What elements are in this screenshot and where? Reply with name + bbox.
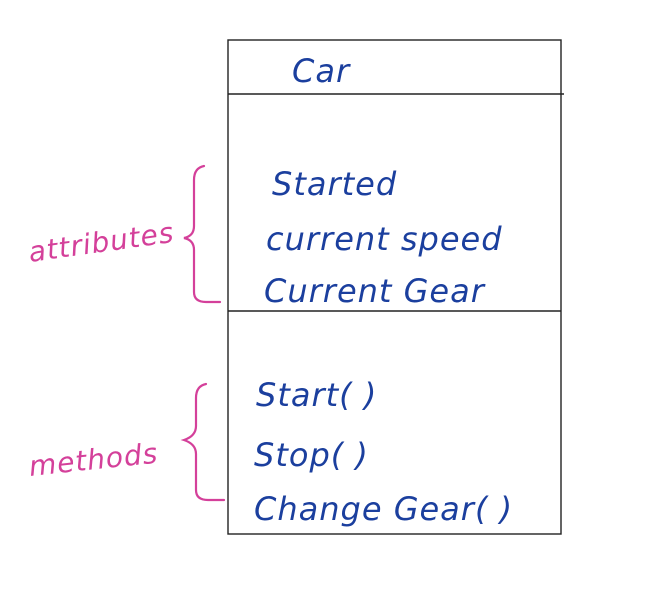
attribute-current-speed: current speed	[266, 220, 503, 258]
methods-brace	[180, 382, 226, 502]
attributes-annotation: attributes	[26, 216, 176, 269]
attribute-current-gear: Current Gear	[264, 272, 486, 310]
class-name: Car	[292, 52, 351, 90]
method-start: Start( )	[256, 376, 377, 414]
class-box	[227, 39, 562, 535]
method-change-gear: Change Gear( )	[254, 490, 513, 528]
methods-annotation: methods	[27, 437, 159, 483]
method-stop: Stop( )	[254, 436, 369, 474]
attribute-started: Started	[272, 165, 397, 203]
attributes-brace	[183, 164, 222, 304]
